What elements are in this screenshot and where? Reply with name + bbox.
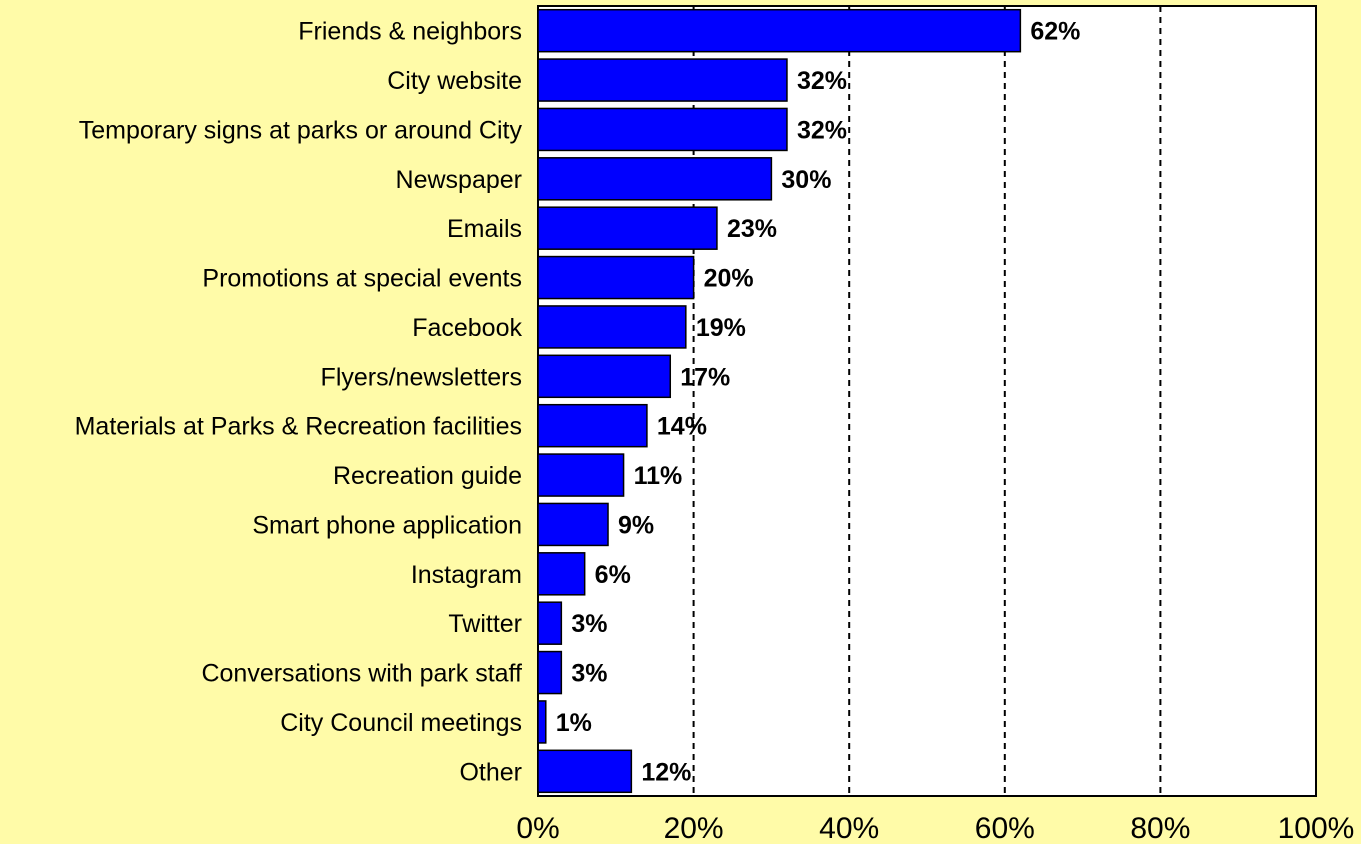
category-label: City website <box>387 67 522 95</box>
data-label: 20% <box>704 265 754 293</box>
category-label: Twitter <box>448 610 522 638</box>
bar <box>537 255 695 300</box>
data-label: 19% <box>696 314 746 342</box>
data-label: 12% <box>641 758 691 786</box>
value-labels: 62% 32% 32% 30%23% 20% 19% 17% 14% 11% 9% 6% 3% 3% 1%… <box>556 18 1081 787</box>
data-label: 30% <box>781 166 831 194</box>
x-tick-label: 100% <box>1278 812 1355 844</box>
data-label: 11% <box>634 462 683 490</box>
x-tick-label: 40% <box>819 812 879 844</box>
bar <box>537 206 718 250</box>
data-label: 3% <box>571 610 607 638</box>
bar <box>537 8 1022 53</box>
bars <box>537 8 1022 794</box>
data-label: 62% <box>1030 18 1080 46</box>
category-label: Emails <box>447 215 522 243</box>
data-label: 1% <box>556 709 592 737</box>
bar <box>537 453 625 497</box>
bar <box>537 403 648 448</box>
bar <box>537 552 586 596</box>
bar <box>537 650 563 695</box>
category-label: Friends & neighbors <box>298 18 522 46</box>
category-label: Other <box>459 758 522 786</box>
category-label: Newspaper <box>396 166 522 194</box>
x-tick-label: 60% <box>975 812 1035 844</box>
data-label: 14% <box>657 413 707 441</box>
bar <box>537 305 687 349</box>
x-axis-tick-labels: 0% 20% 40% 60% 80% 100% <box>516 812 1354 844</box>
category-label: City Council meetings <box>280 709 522 737</box>
data-label: 32% <box>797 116 847 144</box>
category-label: Temporary signs at parks or around City <box>79 116 523 144</box>
x-tick-label: 80% <box>1130 812 1190 844</box>
bar <box>537 58 788 102</box>
category-labels: Friends & neighbors City website Temporary… <box>75 18 523 787</box>
bar <box>537 700 547 744</box>
x-tick-label: 20% <box>664 812 724 844</box>
category-label: Smart phone application <box>252 511 522 539</box>
bar <box>537 354 672 399</box>
bar <box>537 157 773 201</box>
category-label: Promotions at special events <box>202 265 522 293</box>
bar <box>537 601 563 645</box>
category-label: Facebook <box>412 314 522 342</box>
data-label: 32% <box>797 67 847 95</box>
category-label: Flyers/newsletters <box>321 363 522 391</box>
category-label: Recreation guide <box>333 462 522 490</box>
bar <box>537 107 788 152</box>
category-label: Materials at Parks & Recreation faciliti… <box>75 413 522 441</box>
data-label: 9% <box>618 511 654 539</box>
category-label: Instagram <box>411 561 522 589</box>
data-label: 17% <box>680 363 730 391</box>
data-label: 6% <box>595 561 631 589</box>
bar <box>537 749 633 794</box>
category-label: Conversations with park staff <box>201 660 522 688</box>
bar <box>537 502 609 547</box>
data-label: 3% <box>571 660 607 688</box>
x-tick-label: 0% <box>516 812 559 844</box>
data-label: 23% <box>727 215 777 243</box>
